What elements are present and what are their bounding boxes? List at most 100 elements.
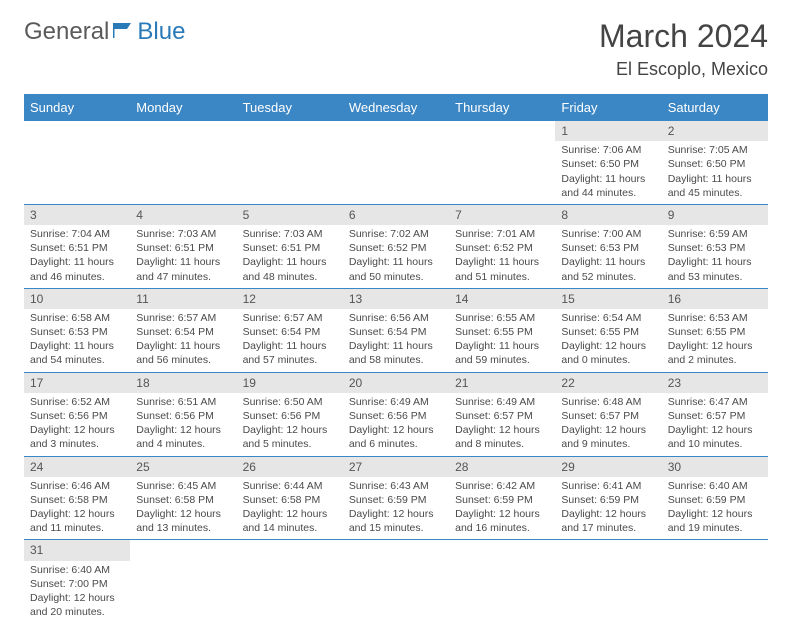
day-number: 3 [24,205,130,225]
day-line-d2: and 2 minutes. [668,353,762,367]
day-line-sr: Sunrise: 6:56 AM [349,311,443,325]
day-number: 21 [449,373,555,393]
day-number: 7 [449,205,555,225]
day-number: 1 [555,121,661,141]
day-number: 31 [24,540,130,560]
day-line-sr: Sunrise: 7:00 AM [561,227,655,241]
day-line-d2: and 10 minutes. [668,437,762,451]
day-number: 19 [237,373,343,393]
day-line-d2: and 0 minutes. [561,353,655,367]
day-line-sr: Sunrise: 6:48 AM [561,395,655,409]
day-line-d2: and 52 minutes. [561,270,655,284]
day-body: Sunrise: 6:52 AMSunset: 6:56 PMDaylight:… [24,393,130,456]
day-body: Sunrise: 6:41 AMSunset: 6:59 PMDaylight:… [555,477,661,540]
day-line-d2: and 44 minutes. [561,186,655,200]
day-line-d1: Daylight: 11 hours [243,255,337,269]
day-number: 5 [237,205,343,225]
day-line-d1: Daylight: 11 hours [30,255,124,269]
day-line-d2: and 58 minutes. [349,353,443,367]
calendar-day: 3Sunrise: 7:04 AMSunset: 6:51 PMDaylight… [24,204,130,288]
day-body: Sunrise: 7:00 AMSunset: 6:53 PMDaylight:… [555,225,661,288]
calendar-day: 18Sunrise: 6:51 AMSunset: 6:56 PMDayligh… [130,372,236,456]
day-number: 26 [237,457,343,477]
day-line-ss: Sunset: 6:56 PM [136,409,230,423]
calendar-day-empty [130,121,236,204]
day-line-d1: Daylight: 12 hours [668,339,762,353]
day-body: Sunrise: 6:57 AMSunset: 6:54 PMDaylight:… [237,309,343,372]
day-line-d2: and 16 minutes. [455,521,549,535]
day-line-d1: Daylight: 11 hours [668,172,762,186]
flag-icon [113,21,135,44]
day-line-ss: Sunset: 6:56 PM [243,409,337,423]
calendar-day: 25Sunrise: 6:45 AMSunset: 6:58 PMDayligh… [130,456,236,540]
calendar-week: 3Sunrise: 7:04 AMSunset: 6:51 PMDaylight… [24,204,768,288]
calendar-day-empty [343,540,449,623]
day-line-ss: Sunset: 6:58 PM [136,493,230,507]
day-line-ss: Sunset: 6:50 PM [561,157,655,171]
day-line-sr: Sunrise: 6:47 AM [668,395,762,409]
weekday-header: Friday [555,94,661,121]
calendar-day: 22Sunrise: 6:48 AMSunset: 6:57 PMDayligh… [555,372,661,456]
day-line-d1: Daylight: 12 hours [455,423,549,437]
calendar-day: 2Sunrise: 7:05 AMSunset: 6:50 PMDaylight… [662,121,768,204]
day-line-d1: Daylight: 11 hours [455,255,549,269]
day-body: Sunrise: 6:51 AMSunset: 6:56 PMDaylight:… [130,393,236,456]
day-body: Sunrise: 6:46 AMSunset: 6:58 PMDaylight:… [24,477,130,540]
calendar-day-empty [662,540,768,623]
calendar-week: 10Sunrise: 6:58 AMSunset: 6:53 PMDayligh… [24,288,768,372]
day-line-d1: Daylight: 11 hours [561,172,655,186]
day-number: 12 [237,289,343,309]
day-line-ss: Sunset: 6:59 PM [561,493,655,507]
location: El Escoplo, Mexico [599,59,768,80]
day-number: 14 [449,289,555,309]
weekday-header: Monday [130,94,236,121]
day-line-sr: Sunrise: 6:40 AM [30,563,124,577]
day-line-d2: and 48 minutes. [243,270,337,284]
day-line-sr: Sunrise: 6:49 AM [349,395,443,409]
day-number: 24 [24,457,130,477]
day-line-d1: Daylight: 12 hours [243,507,337,521]
day-body: Sunrise: 7:04 AMSunset: 6:51 PMDaylight:… [24,225,130,288]
calendar-week: 31Sunrise: 6:40 AMSunset: 7:00 PMDayligh… [24,540,768,623]
calendar-day: 11Sunrise: 6:57 AMSunset: 6:54 PMDayligh… [130,288,236,372]
day-line-ss: Sunset: 6:57 PM [668,409,762,423]
day-line-d1: Daylight: 12 hours [455,507,549,521]
calendar-week: 24Sunrise: 6:46 AMSunset: 6:58 PMDayligh… [24,456,768,540]
weekday-header: Tuesday [237,94,343,121]
day-line-d1: Daylight: 12 hours [668,423,762,437]
day-line-sr: Sunrise: 6:57 AM [243,311,337,325]
day-body: Sunrise: 6:43 AMSunset: 6:59 PMDaylight:… [343,477,449,540]
header: General Blue March 2024 El Escoplo, Mexi… [24,18,768,80]
day-line-sr: Sunrise: 6:43 AM [349,479,443,493]
day-line-ss: Sunset: 6:54 PM [136,325,230,339]
day-line-ss: Sunset: 6:57 PM [561,409,655,423]
calendar-day: 30Sunrise: 6:40 AMSunset: 6:59 PMDayligh… [662,456,768,540]
day-line-d2: and 13 minutes. [136,521,230,535]
day-line-d1: Daylight: 12 hours [561,423,655,437]
day-line-sr: Sunrise: 6:51 AM [136,395,230,409]
day-number: 13 [343,289,449,309]
day-line-sr: Sunrise: 6:58 AM [30,311,124,325]
day-line-ss: Sunset: 6:57 PM [455,409,549,423]
day-body: Sunrise: 7:03 AMSunset: 6:51 PMDaylight:… [237,225,343,288]
calendar-day: 28Sunrise: 6:42 AMSunset: 6:59 PMDayligh… [449,456,555,540]
day-number: 25 [130,457,236,477]
day-line-d2: and 6 minutes. [349,437,443,451]
day-line-d1: Daylight: 11 hours [243,339,337,353]
day-line-sr: Sunrise: 6:45 AM [136,479,230,493]
day-line-ss: Sunset: 6:51 PM [30,241,124,255]
calendar-week: 17Sunrise: 6:52 AMSunset: 6:56 PMDayligh… [24,372,768,456]
calendar-day: 29Sunrise: 6:41 AMSunset: 6:59 PMDayligh… [555,456,661,540]
day-body: Sunrise: 6:40 AMSunset: 6:59 PMDaylight:… [662,477,768,540]
day-line-d2: and 56 minutes. [136,353,230,367]
day-line-sr: Sunrise: 7:05 AM [668,143,762,157]
day-line-d1: Daylight: 12 hours [30,507,124,521]
calendar-day: 9Sunrise: 6:59 AMSunset: 6:53 PMDaylight… [662,204,768,288]
day-line-sr: Sunrise: 6:40 AM [668,479,762,493]
calendar-day: 1Sunrise: 7:06 AMSunset: 6:50 PMDaylight… [555,121,661,204]
logo-text-blue: Blue [137,18,185,46]
day-number: 18 [130,373,236,393]
day-line-ss: Sunset: 6:59 PM [455,493,549,507]
day-body: Sunrise: 7:01 AMSunset: 6:52 PMDaylight:… [449,225,555,288]
calendar-table: SundayMondayTuesdayWednesdayThursdayFrid… [24,94,768,623]
